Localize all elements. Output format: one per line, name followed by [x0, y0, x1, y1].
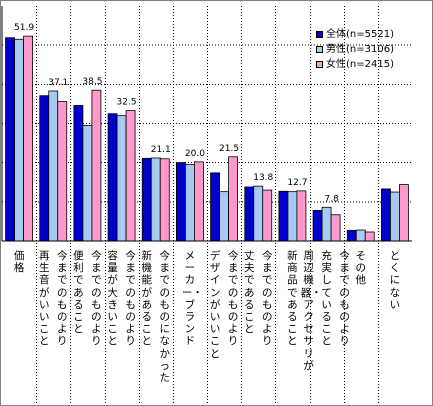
data-label: 37.1	[48, 78, 68, 88]
bar-1-1	[5, 37, 15, 242]
bar-3-8	[262, 189, 273, 242]
category-label-7-part2: デザインがいいこと	[209, 250, 221, 360]
category-label-10-part1: 今までのものより	[339, 250, 350, 348]
data-label: 32.5	[117, 98, 137, 108]
data-label: 21.5	[219, 144, 239, 154]
bar-3-1	[23, 35, 33, 242]
bar-2-3	[82, 125, 93, 242]
bar-1-2	[39, 95, 50, 242]
legend-item: 女性(n=2415)	[316, 57, 394, 72]
bar-2-11	[355, 229, 366, 242]
bar-3-7	[228, 156, 238, 242]
category-label-8-part1: 今までのものより	[262, 250, 273, 348]
category-label-3-part2: 便利であること	[73, 250, 84, 336]
bar-2-9	[287, 191, 298, 242]
data-label: 21.1	[151, 145, 171, 155]
category-label-4-part1: 今までのものより	[125, 250, 136, 348]
legend-swatch	[316, 61, 323, 68]
bar-3-5	[159, 158, 170, 242]
category-label-7-part1: 今までのものより	[227, 250, 239, 348]
category-label-2-part1: 今までのものより	[57, 250, 68, 348]
legend-label: 男性(n=3106)	[326, 44, 394, 55]
data-label: 13.8	[253, 173, 273, 183]
bar-1-4	[107, 113, 118, 242]
category-label-4-part2: 容量が大きいこと	[107, 250, 118, 348]
data-label: 12.7	[287, 178, 307, 188]
category-label-5-part2: 新機能があること	[141, 250, 153, 348]
legend-item: 全体(n=5521)	[316, 27, 394, 42]
bar-2-12	[390, 191, 400, 242]
bar-3-9	[296, 190, 307, 242]
bar-2-10	[321, 206, 332, 242]
data-label: 38.5	[82, 77, 102, 87]
bar-3-12	[399, 184, 409, 242]
bar-3-10	[330, 214, 341, 242]
bar-1-6	[176, 162, 186, 242]
legend-swatch	[316, 46, 323, 53]
legend-label: 全体(n=5521)	[326, 29, 394, 40]
bar-1-9	[278, 190, 289, 242]
bar-2-1	[14, 38, 24, 242]
category-label-11: その他	[355, 250, 367, 287]
bar-2-7	[219, 191, 229, 242]
legend-label: 女性(n=2415)	[326, 59, 394, 70]
category-label-5-part1: 今までのものになかった	[159, 250, 171, 385]
bar-2-6	[185, 164, 195, 242]
category-label-1: 価格	[13, 250, 25, 275]
category-label-10-part3: 周辺機器・アクセサリが	[300, 250, 322, 372]
bar-2-5	[150, 157, 161, 242]
bar-1-10	[312, 210, 323, 242]
legend-item: 男性(n=3106)	[316, 42, 394, 57]
data-label: 20.0	[185, 149, 205, 159]
category-label-6: メーカー・ブランド	[181, 250, 203, 348]
data-label: 51.9	[14, 23, 34, 33]
bar-1-5	[141, 157, 152, 242]
data-label: 7.8	[324, 194, 339, 204]
bar-1-7	[210, 172, 220, 242]
category-label-9: 新商品であること	[287, 250, 298, 348]
legend-swatch	[316, 31, 323, 38]
bar-3-3	[91, 89, 102, 242]
bar-2-2	[48, 90, 59, 242]
bar-3-6	[194, 161, 204, 242]
bar-1-8	[244, 186, 255, 242]
category-label-8-part2: 丈夫であること	[244, 250, 255, 336]
category-label-2-part2: 再生音がいいこと	[39, 250, 50, 348]
category-label-3-part1: 今までのものより	[91, 250, 102, 348]
bar-3-4	[125, 110, 136, 242]
bar-1-12	[381, 188, 391, 242]
bar-2-4	[116, 115, 127, 242]
bar-3-2	[57, 101, 68, 242]
bar-1-11	[346, 230, 357, 242]
chart-legend: 全体(n=5521) 男性(n=3106) 女性(n=2415)	[316, 27, 394, 72]
category-label-12: とくにない	[389, 250, 401, 311]
bar-3-11	[364, 231, 375, 242]
bar-2-8	[253, 185, 264, 242]
category-label-10-part2: 充実していること	[321, 250, 332, 348]
bar-1-3	[73, 105, 84, 242]
